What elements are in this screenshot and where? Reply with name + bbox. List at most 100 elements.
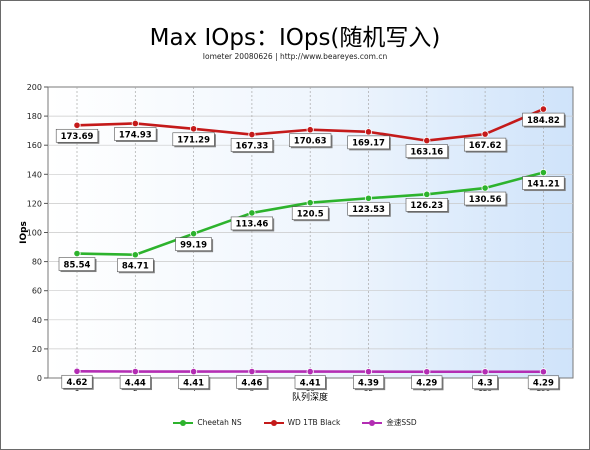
data-label-text: 4.39 [358, 378, 379, 388]
data-label: 4.44 [119, 375, 152, 391]
data-point [73, 367, 81, 375]
y-tick-label: 160 [27, 141, 42, 150]
data-label-box [463, 191, 507, 206]
y-axis-label: IOps [19, 221, 29, 244]
data-label: 167.62 [463, 137, 508, 153]
data-label-text: 120.5 [297, 209, 324, 219]
data-label-box [352, 375, 384, 389]
y-tick-label: 0 [37, 374, 42, 383]
data-label-box [405, 144, 448, 158]
data-label-text: 4.62 [67, 378, 88, 388]
data-label-text: 84.71 [122, 262, 149, 272]
data-label-box [347, 135, 390, 150]
legend: Cheetah NS WD 1TB Black 金速SSD [0, 417, 590, 428]
y-tick-label: 80 [32, 258, 42, 267]
data-label-box [527, 375, 559, 390]
data-label-box [119, 375, 151, 389]
legend-dot [270, 419, 277, 426]
data-label: 4.29 [411, 375, 444, 391]
data-point [131, 251, 139, 259]
data-label: 169.17 [347, 135, 391, 151]
data-label-text: 4.29 [533, 379, 554, 389]
data-label-text: 4.29 [416, 379, 437, 389]
legend-item: Cheetah NS [173, 417, 242, 428]
legend-label: WD 1TB Black [287, 418, 341, 427]
data-label-text: 169.17 [352, 139, 385, 149]
data-point [423, 190, 431, 198]
data-point [190, 367, 198, 376]
data-label-box [522, 176, 565, 190]
data-label: 4.41 [294, 375, 327, 391]
data-label-text: 113.46 [235, 220, 268, 230]
data-label: 167.33 [230, 138, 275, 154]
data-point [306, 126, 314, 134]
data-label-box [175, 237, 212, 251]
data-point [306, 199, 314, 207]
data-point [364, 368, 373, 376]
data-label: 184.82 [522, 112, 566, 128]
data-label: 123.53 [347, 201, 391, 217]
data-label: 113.46 [230, 216, 275, 232]
data-label-text: 184.82 [527, 116, 560, 126]
data-point [481, 368, 489, 376]
data-label-box [172, 132, 215, 147]
data-label-box [289, 133, 332, 148]
data-label-text: 171.29 [177, 136, 210, 146]
data-label: 174.93 [114, 127, 158, 142]
data-label-text: 126.23 [410, 201, 443, 211]
data-point [131, 119, 139, 128]
chart-subtitle: Iometer 20080626 | http://www.beareyes.c… [202, 52, 388, 61]
data-label-box [230, 216, 274, 231]
data-label-box [114, 127, 157, 141]
data-label: 163.16 [405, 144, 450, 160]
legend-dot [180, 419, 187, 426]
y-tick-label: 60 [32, 287, 42, 296]
data-label-text: 4.3 [478, 379, 493, 389]
data-label: 126.23 [405, 198, 450, 213]
data-label-box [236, 375, 268, 389]
data-label-box [294, 375, 326, 389]
data-point [248, 209, 256, 217]
data-point [539, 168, 548, 177]
data-label-box [405, 198, 448, 212]
data-label-text: 173.69 [61, 132, 94, 142]
data-label: 4.41 [178, 375, 211, 391]
legend-label: 金速SSD [386, 418, 417, 427]
data-point [248, 130, 256, 139]
y-tick-label: 100 [27, 229, 42, 238]
data-label-text: 163.16 [410, 147, 443, 157]
data-label-text: 130.56 [469, 195, 502, 205]
legend-label: Cheetah NS [197, 418, 242, 427]
data-point [364, 128, 373, 136]
x-axis-label: 队列深度 [292, 391, 328, 403]
data-label-text: 4.41 [300, 378, 321, 388]
data-label: 120.5 [291, 206, 330, 222]
data-point [364, 194, 373, 202]
legend-item: 金速SSD [362, 417, 417, 428]
y-tick-label: 180 [27, 112, 42, 121]
data-label-box [58, 257, 96, 271]
data-label: 173.69 [55, 128, 100, 144]
legend-dot [369, 419, 376, 426]
data-label-box [55, 128, 99, 143]
data-label-text: 167.62 [469, 141, 502, 151]
data-label-box [472, 375, 498, 390]
legend-swatch [263, 419, 284, 427]
data-point [131, 367, 139, 376]
y-tick-label: 120 [27, 199, 42, 208]
data-label: 4.29 [527, 375, 561, 391]
data-label: 130.56 [463, 191, 508, 207]
data-label-box [178, 375, 210, 389]
data-label: 4.62 [61, 374, 94, 390]
legend-swatch [362, 419, 383, 427]
data-label: 141.21 [522, 176, 566, 192]
data-label-box [117, 258, 154, 273]
data-label-text: 167.33 [235, 141, 268, 151]
data-label: 85.54 [58, 257, 97, 273]
data-label-text: 4.41 [183, 378, 204, 388]
data-label: 4.46 [236, 375, 269, 391]
data-point [248, 367, 256, 376]
y-tick-label: 140 [27, 170, 42, 179]
y-tick-label: 20 [32, 345, 42, 354]
data-point [539, 368, 548, 376]
